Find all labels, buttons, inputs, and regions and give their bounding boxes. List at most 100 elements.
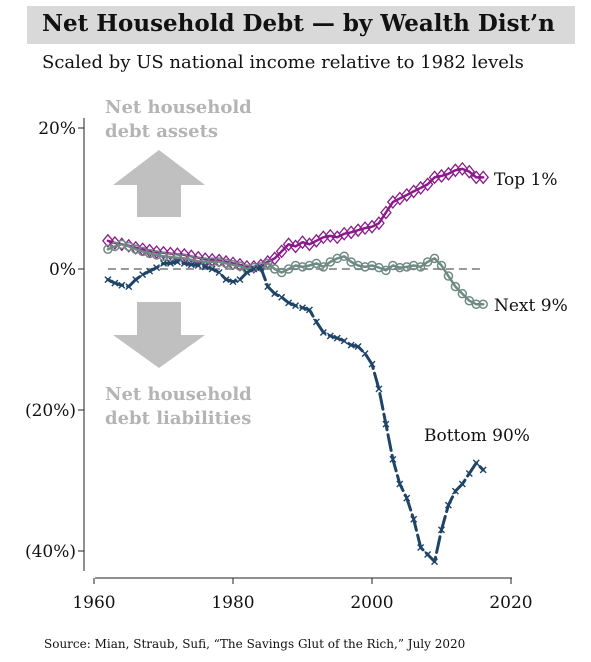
data-point xyxy=(264,283,272,291)
data-point xyxy=(463,164,476,179)
data-point xyxy=(444,501,452,509)
annotation-assets-line-2: debt assets xyxy=(105,121,218,142)
y-tick-label: (20%) xyxy=(25,401,76,421)
x-axis: 1960 1980 2000 2020 xyxy=(72,578,533,613)
data-point xyxy=(333,334,341,342)
data-point xyxy=(151,250,162,260)
data-point xyxy=(352,223,364,238)
data-point xyxy=(290,260,301,271)
data-point xyxy=(144,248,155,259)
data-point xyxy=(318,262,329,272)
source-note: Source: Mian, Straub, Sufi, “The Savings… xyxy=(44,637,466,651)
data-point xyxy=(157,245,170,260)
data-point xyxy=(160,259,167,267)
data-point xyxy=(450,281,461,292)
data-point xyxy=(178,247,191,262)
y-tick-label: 20% xyxy=(38,119,76,139)
x-tick-label: 2000 xyxy=(350,593,393,613)
data-point xyxy=(415,262,426,272)
y-axis: 20% 0% (20%) (40%) xyxy=(25,119,84,562)
data-point xyxy=(275,244,288,259)
data-point xyxy=(125,283,133,291)
data-point xyxy=(368,360,376,368)
data-point xyxy=(456,161,469,176)
data-point xyxy=(339,251,349,262)
data-point xyxy=(345,225,357,240)
data-point xyxy=(421,177,434,192)
data-point xyxy=(173,258,181,266)
y-tick-label: 0% xyxy=(49,260,76,280)
data-point xyxy=(408,260,419,271)
data-point xyxy=(109,235,121,250)
data-point xyxy=(208,265,216,273)
x-tick-label: 1980 xyxy=(211,593,254,613)
data-point xyxy=(132,276,140,284)
data-point xyxy=(451,487,459,495)
data-point xyxy=(171,247,184,262)
data-point xyxy=(215,269,223,277)
data-point xyxy=(194,261,202,269)
data-point xyxy=(192,250,205,265)
data-point xyxy=(458,480,466,488)
data-point xyxy=(164,246,177,261)
data-point xyxy=(375,385,383,393)
data-point xyxy=(429,253,440,264)
data-point xyxy=(347,341,355,349)
data-point xyxy=(443,271,454,281)
data-point xyxy=(299,304,306,312)
data-point xyxy=(165,252,176,262)
data-point xyxy=(431,558,439,566)
data-point xyxy=(146,267,154,275)
series-bottom-90 xyxy=(104,258,487,566)
annotation-liabilities-line-2: debt liabilities xyxy=(105,408,251,429)
data-point xyxy=(428,170,441,185)
data-point xyxy=(402,262,412,272)
down-arrow-icon xyxy=(113,302,205,368)
data-point xyxy=(472,459,480,467)
data-point xyxy=(180,259,188,267)
data-point xyxy=(285,299,293,307)
data-point xyxy=(465,469,473,477)
x-tick-label: 1960 xyxy=(72,593,115,613)
data-point xyxy=(457,288,468,299)
data-point xyxy=(102,233,114,248)
data-point xyxy=(250,265,258,273)
series-line xyxy=(106,243,485,306)
data-point xyxy=(271,290,279,298)
data-point xyxy=(373,216,385,231)
data-point xyxy=(228,260,238,270)
series-label-bottom-90: Bottom 90% xyxy=(424,426,530,446)
data-point xyxy=(382,420,390,428)
data-point xyxy=(381,265,391,276)
data-point xyxy=(296,235,309,250)
data-point xyxy=(104,276,112,284)
data-point xyxy=(319,328,327,336)
data-point xyxy=(214,257,224,267)
up-arrow-icon xyxy=(113,150,205,217)
data-point xyxy=(317,230,330,245)
series-layer xyxy=(102,161,490,566)
data-point xyxy=(403,494,411,502)
y-tick-label: (40%) xyxy=(25,542,76,562)
data-point xyxy=(282,237,295,252)
data-point xyxy=(359,221,371,236)
data-point xyxy=(338,226,351,241)
data-point xyxy=(305,306,313,314)
data-point xyxy=(436,260,447,271)
data-point xyxy=(340,337,348,345)
data-point xyxy=(207,257,217,267)
data-point xyxy=(417,543,425,551)
arrows-layer xyxy=(113,150,205,368)
data-point xyxy=(221,258,231,269)
data-point xyxy=(477,170,490,185)
data-point xyxy=(150,245,163,260)
data-point xyxy=(361,350,369,358)
data-point xyxy=(257,264,265,272)
data-point xyxy=(201,263,209,271)
data-point xyxy=(118,281,126,289)
x-tick-label: 2020 xyxy=(489,593,532,613)
data-point xyxy=(187,261,195,269)
data-point xyxy=(479,466,487,474)
data-point xyxy=(158,251,169,262)
